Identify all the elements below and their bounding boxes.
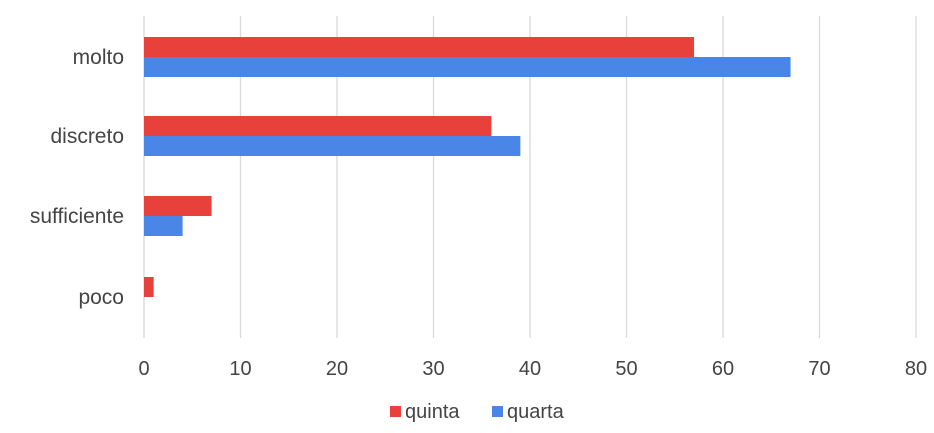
- legend-swatch-quarta: [492, 406, 503, 417]
- bar-quarta-sufficiente: [144, 216, 183, 236]
- x-tick-label: 40: [519, 358, 541, 380]
- x-tick-label: 10: [229, 358, 251, 380]
- category-label: molto: [73, 46, 124, 69]
- legend-swatch-quinta: [390, 406, 401, 417]
- x-tick-label: 80: [905, 358, 927, 380]
- bar-quinta-discreto: [144, 116, 492, 136]
- legend: quinta quarta: [390, 401, 565, 423]
- legend-label-quarta: quarta: [507, 401, 565, 423]
- x-tick-label: 70: [808, 358, 830, 380]
- x-tick-label: 50: [615, 358, 637, 380]
- bar-quarta-discreto: [144, 136, 521, 156]
- category-labels: molto discreto sufficiente poco: [30, 46, 124, 309]
- bar-quinta-molto: [144, 37, 695, 57]
- bar-quarta-molto: [144, 57, 791, 77]
- x-tick-label: 30: [422, 358, 444, 380]
- bars: [144, 37, 791, 297]
- category-label: sufficiente: [30, 205, 124, 228]
- bar-quinta-sufficiente: [144, 196, 212, 216]
- category-label: poco: [78, 286, 124, 309]
- category-label: discreto: [50, 125, 124, 148]
- x-axis-tick-labels: 0 10 20 30 40 50 60 70 80: [138, 358, 927, 380]
- bar-quinta-poco: [144, 277, 154, 297]
- x-tick-label: 20: [326, 358, 348, 380]
- x-tick-label: 0: [138, 358, 149, 380]
- legend-label-quinta: quinta: [405, 401, 460, 423]
- x-tick-label: 60: [712, 358, 734, 380]
